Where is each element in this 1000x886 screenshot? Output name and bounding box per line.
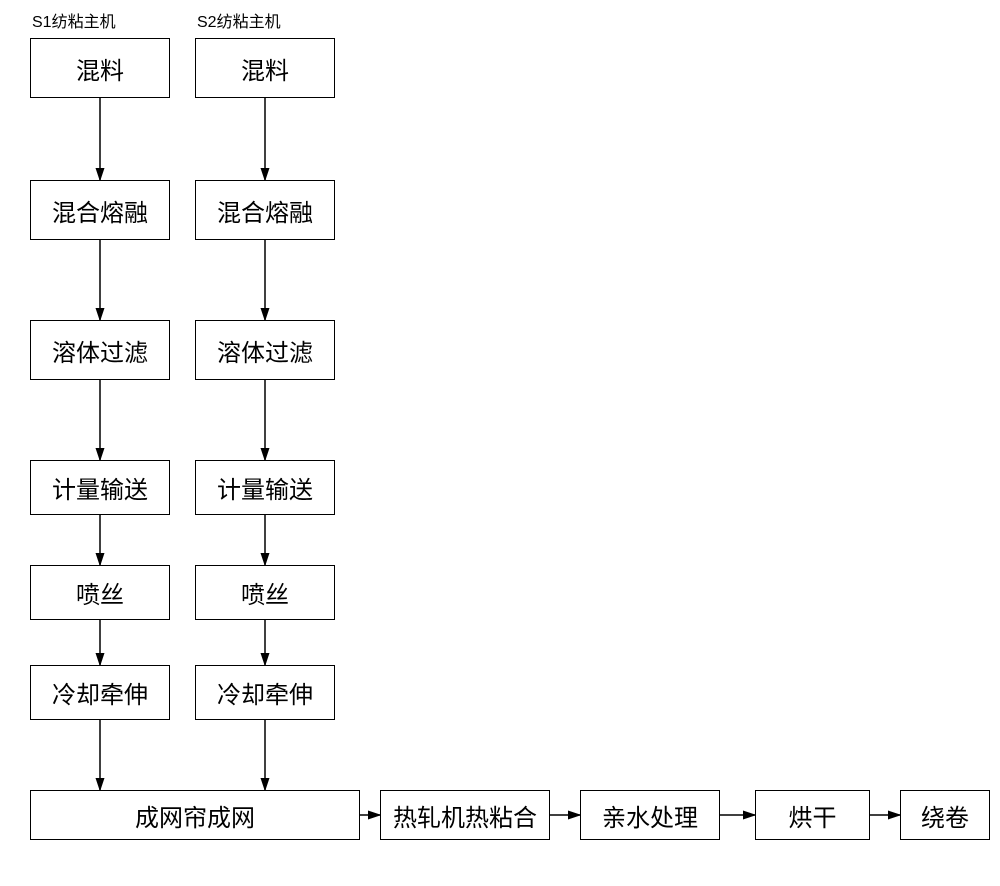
node-a3: 溶体过滤 xyxy=(30,320,170,380)
node-b6: 冷却牵伸 xyxy=(195,665,335,720)
node-label: 计量输送 xyxy=(217,470,313,505)
node-label: 混料 xyxy=(76,51,124,86)
node-b4: 计量输送 xyxy=(195,460,335,515)
node-label: 混料 xyxy=(241,51,289,86)
node-label: 喷丝 xyxy=(76,575,124,610)
node-c3: 亲水处理 xyxy=(580,790,720,840)
node-c5: 绕卷 xyxy=(900,790,990,840)
edges-layer xyxy=(0,0,1000,886)
node-label: 烘干 xyxy=(789,798,837,833)
node-b5: 喷丝 xyxy=(195,565,335,620)
node-c4: 烘干 xyxy=(755,790,870,840)
node-label: 成网帘成网 xyxy=(135,798,255,833)
node-label: 喷丝 xyxy=(241,575,289,610)
node-a5: 喷丝 xyxy=(30,565,170,620)
node-b3: 溶体过滤 xyxy=(195,320,335,380)
node-label: 亲水处理 xyxy=(602,798,698,833)
node-label: 溶体过滤 xyxy=(52,333,148,368)
node-c2: 热轧机热粘合 xyxy=(380,790,550,840)
node-a1: 混料 xyxy=(30,38,170,98)
header-l1: S1纺粘主机 xyxy=(32,8,116,32)
node-c1: 成网帘成网 xyxy=(30,790,360,840)
header-l2: S2纺粘主机 xyxy=(197,8,281,32)
node-label: 绕卷 xyxy=(921,798,969,833)
flowchart-canvas: 混料混合熔融溶体过滤计量输送喷丝冷却牵伸 混料混合熔融溶体过滤计量输送喷丝冷却牵伸… xyxy=(0,0,1000,886)
node-label: 冷却牵伸 xyxy=(52,675,148,710)
node-a6: 冷却牵伸 xyxy=(30,665,170,720)
node-label: 计量输送 xyxy=(52,470,148,505)
node-label: 混合熔融 xyxy=(52,193,148,228)
node-label: 混合熔融 xyxy=(217,193,313,228)
node-a4: 计量输送 xyxy=(30,460,170,515)
node-a2: 混合熔融 xyxy=(30,180,170,240)
node-label: 溶体过滤 xyxy=(217,333,313,368)
node-b2: 混合熔融 xyxy=(195,180,335,240)
node-b1: 混料 xyxy=(195,38,335,98)
node-label: 冷却牵伸 xyxy=(217,675,313,710)
node-label: 热轧机热粘合 xyxy=(393,798,537,833)
